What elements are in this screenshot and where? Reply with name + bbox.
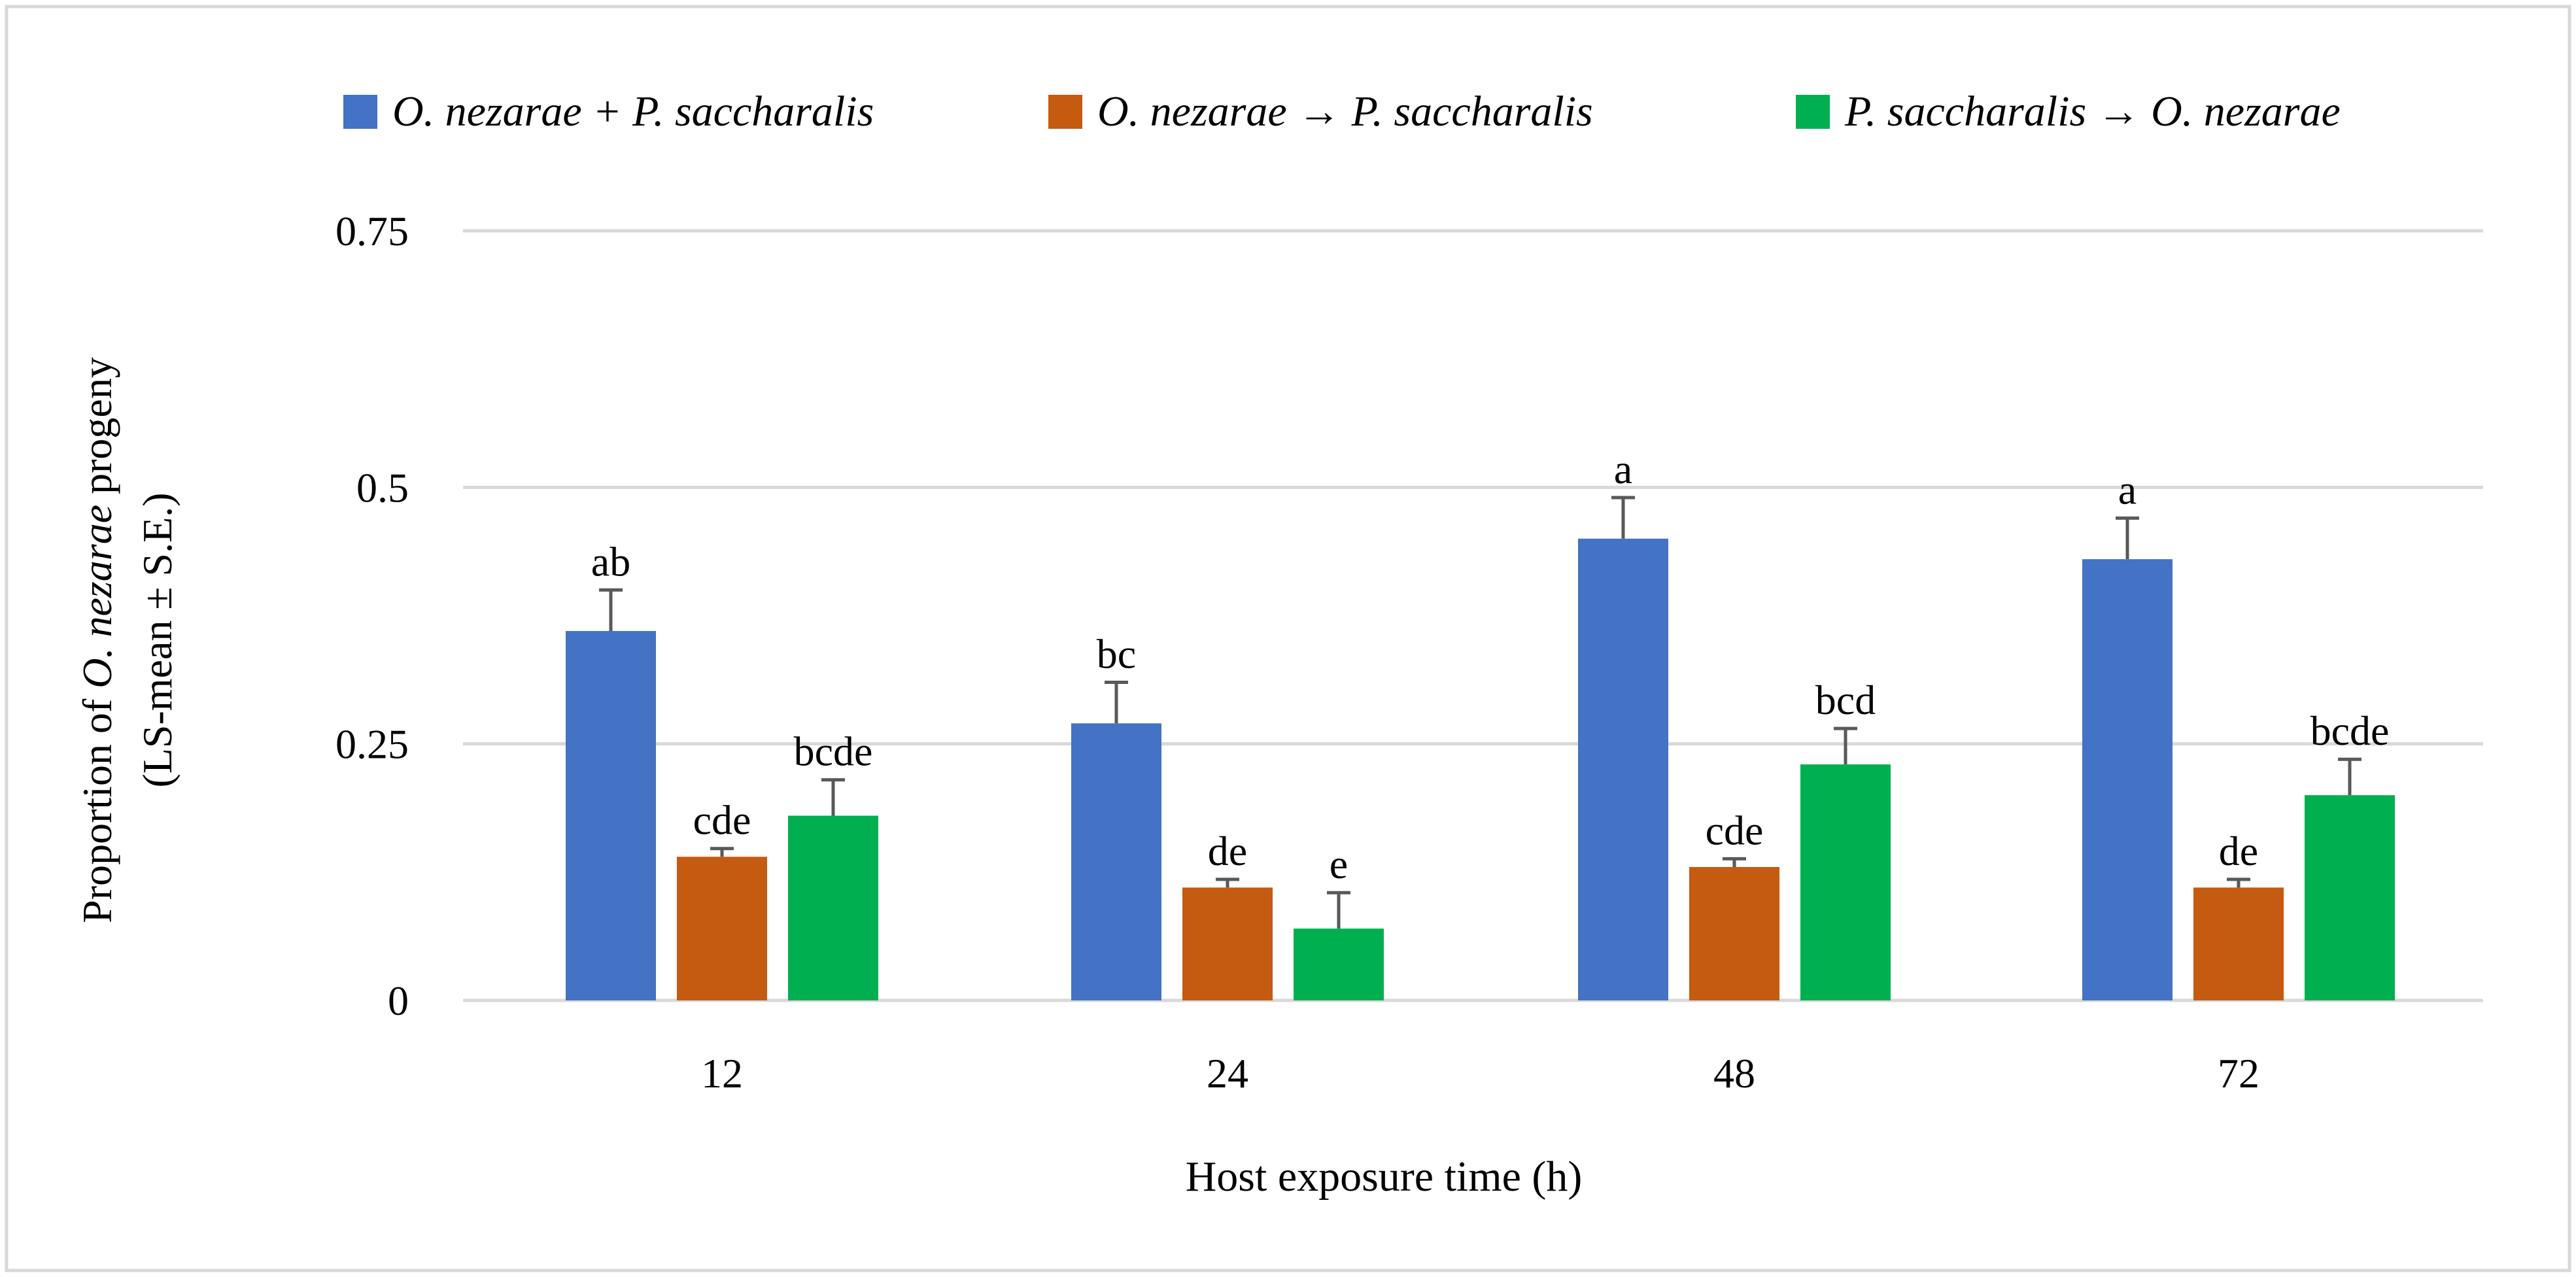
significance-letter: bcde — [794, 728, 873, 775]
y-axis-ticks: 0 0.25 0.5 0.75 — [335, 208, 409, 1024]
legend: O. nezarae + P. saccharalis O. nezarae → … — [343, 88, 2341, 135]
x-tick-label: 12 — [701, 1050, 743, 1097]
significance-letter: a — [1614, 446, 1632, 492]
significance-letter: e — [1330, 841, 1348, 887]
bar — [2305, 795, 2395, 1000]
significance-letter: cde — [693, 797, 751, 843]
bar — [1071, 723, 1161, 1000]
bar — [677, 857, 767, 1000]
x-tick-label: 72 — [2218, 1050, 2259, 1097]
bar — [1689, 866, 1779, 1000]
significance-letter: a — [2118, 466, 2137, 513]
significance-letter: bcd — [1815, 677, 1876, 723]
x-axis-label: Host exposure time (h) — [1186, 1153, 1583, 1200]
legend-swatch — [1048, 95, 1082, 129]
significance-letters: ab bc a a cde de cde de bcde e bcd bcde — [591, 446, 2390, 887]
legend-label: O. nezarae + P. saccharalis — [392, 88, 874, 135]
x-tick-label: 48 — [1713, 1050, 1755, 1097]
bars — [566, 538, 2395, 1000]
y-axis-label-line2: (LS-mean ± S.E.) — [134, 492, 180, 787]
x-axis-ticks: 12 24 48 72 — [701, 1050, 2259, 1097]
bar — [1578, 538, 1668, 1000]
legend-swatch — [1796, 95, 1830, 129]
bar — [2082, 559, 2172, 1000]
y-tick-label: 0.5 — [356, 464, 409, 511]
significance-letter: bcde — [2310, 707, 2390, 754]
significance-letter: ab — [591, 538, 630, 585]
bar — [1182, 887, 1273, 1000]
legend-label: P. saccharalis → O. nezarae — [1844, 88, 2341, 135]
significance-letter: cde — [1706, 807, 1764, 853]
error-bars — [599, 496, 2361, 929]
bar — [1800, 764, 1891, 1000]
significance-letter: de — [2219, 828, 2258, 874]
y-tick-label: 0 — [388, 978, 409, 1024]
x-tick-label: 24 — [1207, 1050, 1248, 1097]
y-tick-label: 0.25 — [335, 721, 409, 768]
bar — [2193, 887, 2284, 1000]
significance-letter: bc — [1097, 631, 1136, 677]
legend-label: O. nezarae → P. saccharalis — [1097, 88, 1593, 135]
chart-border — [5, 5, 2571, 1272]
significance-letter: de — [1208, 828, 1247, 874]
bar — [1294, 928, 1384, 1000]
y-tick-label: 0.75 — [335, 208, 409, 254]
bar — [788, 815, 878, 1000]
bar — [566, 631, 656, 1000]
y-axis-label-line1: Proportion of O. nezarae progeny — [74, 357, 120, 923]
legend-swatch — [343, 95, 377, 129]
